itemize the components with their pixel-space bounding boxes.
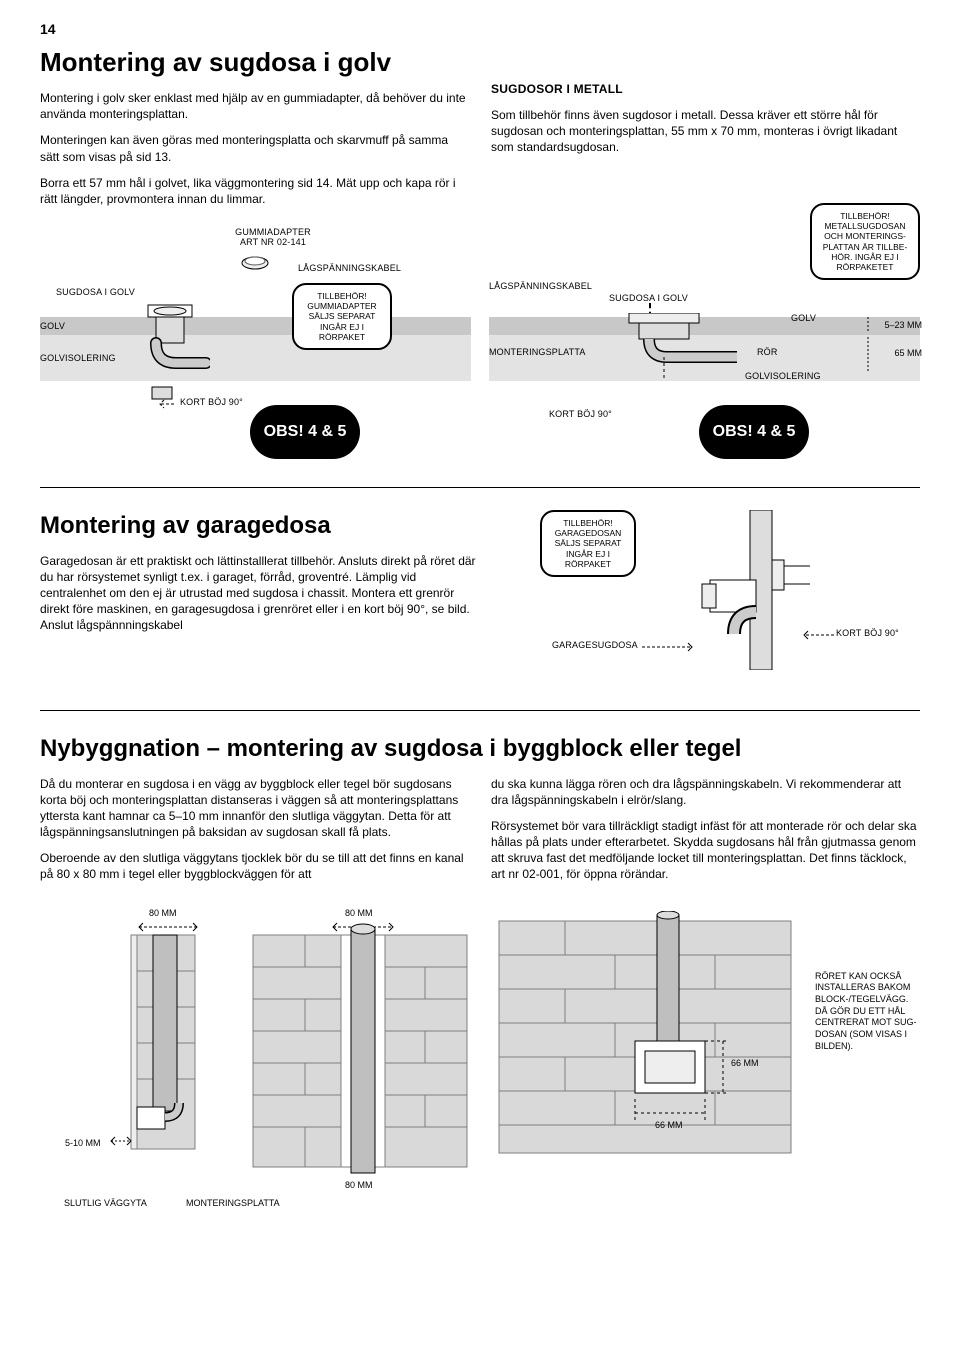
- s3-l-p1: Oberoende av den slutliga väggytans tjoc…: [40, 850, 469, 882]
- callout-gummiadapter: TILLBEHÖR! GUMMIADAPTER SÄLJS SEPARAT IN…: [292, 283, 392, 350]
- label-kortboj-left: KORT BÖJ 90°: [180, 397, 243, 407]
- dim-5-10: 5-10 MM: [65, 1137, 101, 1149]
- section2: Montering av garagedosa Garagedosan är e…: [40, 510, 920, 680]
- dim-66-v: 66 MM: [731, 1057, 759, 1069]
- label-garagesugdosa: GARAGESUGDOSA: [552, 640, 638, 650]
- section2-para: Garagedosan är ett praktiskt och lättins…: [40, 553, 480, 634]
- arrow-garagesugdosa: [642, 642, 696, 652]
- brick-diag-a: 80 MM 5-10 MM: [105, 911, 225, 1191]
- metal-dosa-icon: [609, 313, 739, 383]
- callout-metall: TILLBEHÖR! METALLSUGDOSAN OCH MONTERINGS…: [810, 203, 920, 280]
- arrow-kortboj-left: [158, 399, 176, 409]
- brick-b-svg: [245, 911, 475, 1191]
- dim-lines-icon: [862, 317, 874, 373]
- label-lowvolt-right: LÅGSPÄNNINGSKABEL: [489, 281, 592, 291]
- label-kortboj-right: KORT BÖJ 90°: [549, 409, 612, 419]
- label-gummiadapter: GUMMIADAPTER ART NR 02-141: [228, 227, 318, 248]
- section2-title: Montering av garagedosa: [40, 510, 480, 542]
- label-sugdosa-right: SUGDOSA I GOLV: [609, 293, 688, 303]
- label-golvisolering-left: GOLVISOLERING: [40, 353, 116, 363]
- label-sugdosa-left: SUGDOSA I GOLV: [56, 287, 135, 297]
- garage-assembly-icon: [690, 510, 910, 670]
- sugdosa-pipe-icon: [130, 301, 210, 401]
- section1-title: Montering av sugdosa i golv: [40, 45, 469, 80]
- s1-para-0: Montering i golv sker enklast med hjälp …: [40, 90, 469, 122]
- dim-65: 65 MM: [894, 347, 922, 359]
- s1-right-para: Som tillbehör finns även sugdosor i meta…: [491, 107, 920, 156]
- callout-garage: TILLBEHÖR! GARAGEDOSAN SÄLJS SEPARAT ING…: [540, 510, 636, 577]
- label-monteringsplatta-bottom: MONTERINGSPLATTA: [186, 1197, 280, 1209]
- label-kortboj-garage: KORT BÖJ 90°: [836, 628, 899, 638]
- obs-bubble-left: OBS! 4 & 5: [250, 405, 360, 459]
- rule-1: [40, 487, 920, 488]
- s1-para-1: Monteringen kan även göras med montering…: [40, 132, 469, 164]
- section3-text: Då du monterar en sugdosa i en vägg av b…: [40, 776, 920, 893]
- gummiadapter-icon: [240, 255, 270, 271]
- dim-5-10-arrow: [109, 1133, 135, 1149]
- section1-header: Montering av sugdosa i golv Montering i …: [40, 45, 920, 217]
- brick-diagrams: 80 MM 5-10 MM 80 MM: [40, 911, 920, 1191]
- side-note: RÖRET KAN OCKSÅ INSTALLERAS BAKOM BLOCK-…: [815, 971, 920, 1191]
- s3-r-p1: Rörsystemet bör vara tillräckligt stadig…: [491, 818, 920, 883]
- page-number: 14: [40, 20, 920, 39]
- diagram-floor-rubber: GUMMIADAPTER ART NR 02-141 LÅGSPÄNNINGSK…: [40, 227, 471, 457]
- brick-diag-b: 80 MM: [245, 911, 475, 1191]
- s3-r-p0: du ska kunna lägga rören och dra lågspän…: [491, 776, 920, 808]
- arrow-kortboj-garage: [800, 630, 834, 640]
- label-slutlig-vaggyta: SLUTLIG VÄGGYTA: [64, 1197, 147, 1209]
- s1-para-2: Borra ett 57 mm hål i golvet, lika väggm…: [40, 175, 469, 207]
- garage-diagram: TILLBEHÖR! GARAGEDOSAN SÄLJS SEPARAT ING…: [500, 510, 920, 680]
- obs-bubble-right: OBS! 4 & 5: [699, 405, 809, 459]
- dim-80-c: 80 MM: [345, 1179, 373, 1191]
- s1-right-head: SUGDOSOR I METALL: [491, 81, 920, 97]
- dim-80-a: 80 MM: [149, 907, 177, 919]
- brick-a-svg: [105, 911, 225, 1171]
- label-golv-left: GOLV: [40, 321, 65, 331]
- s3-l-p0: Då du monterar en sugdosa i en vägg av b…: [40, 776, 469, 841]
- section1-diagrams: GUMMIADAPTER ART NR 02-141 LÅGSPÄNNINGSK…: [40, 227, 920, 457]
- dim-5-23: 5–23 MM: [884, 319, 922, 331]
- label-ror: RÖR: [757, 347, 778, 357]
- brick-diag-c: 66 MM 66 MM: [495, 911, 795, 1191]
- rule-2: [40, 710, 920, 711]
- dim-66-h: 66 MM: [655, 1119, 683, 1131]
- dim-80-b: 80 MM: [345, 907, 373, 919]
- diagram-floor-metal: TILLBEHÖR! METALLSUGDOSAN OCH MONTERINGS…: [489, 227, 920, 457]
- label-lowvolt-left: LÅGSPÄNNINGSKABEL: [298, 263, 401, 273]
- brick-c-svg: [495, 911, 795, 1171]
- section3-title: Nybyggnation – montering av sugdosa i by…: [40, 733, 920, 765]
- label-monteringsplatta: MONTERINGSPLATTA: [489, 347, 586, 357]
- label-golv-right: GOLV: [791, 313, 816, 323]
- label-golvisolering-right: GOLVISOLERING: [745, 371, 821, 381]
